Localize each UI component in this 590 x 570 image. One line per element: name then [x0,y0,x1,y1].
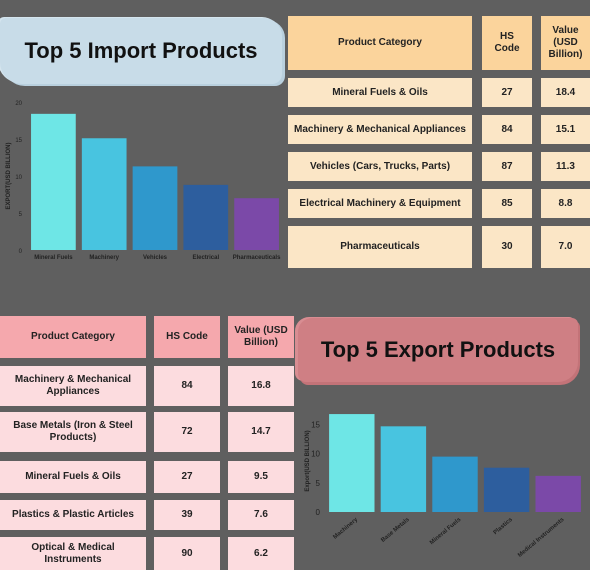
chart-2-ytick: 0 [316,508,321,517]
export-header-category: Product Category [0,316,146,358]
export-row-5-hs: 90 [154,537,220,570]
chart-2-xtick-3: Mineral Fuels [429,517,463,547]
export-title-banner: Top 5 Export Products [298,318,578,382]
chart-1-bar-2 [81,138,127,250]
chart-1-xtick-1: Mineral Fuels [34,255,73,261]
chart-1-ytick: 15 [15,138,22,144]
import-row-3-value: 11.3 [541,152,590,181]
chart-2-xtick-4: Plastics [493,517,515,537]
import-table: Product Category HS Code Value (USD Bill… [288,16,590,270]
chart-2-xtick-1: Machinery [332,517,359,541]
import-row-3-hs: 87 [482,152,532,181]
import-row-5-category: Pharmaceuticals [288,226,472,268]
import-header-value: Value (USD Billion) [541,16,590,70]
import-row-4-hs: 85 [482,189,532,218]
chart-1-ytick: 0 [19,249,23,255]
import-row-1-hs: 27 [482,78,532,107]
export-header-hs: HS Code [154,316,220,358]
export-row-4-hs: 39 [154,500,220,530]
chart-1-xtick-3: Vehicles [143,255,168,261]
chart-1-xtick-2: Machinery [89,255,119,261]
chart-2-xtick-2: Base Metals [380,517,411,544]
import-header-hs: HS Code [482,16,532,70]
chart-1-bar-5 [234,198,279,250]
chart-2-bar-1 [329,414,375,512]
chart-1-ytick: 5 [19,212,23,218]
export-bar-chart: Export(USD BILLION) 0 5 10 15 Machinery Base M… [305,414,581,559]
chart-1-bar-4 [183,184,229,250]
import-row-4-category: Electrical Machinery & Equipment [288,189,472,218]
chart-2-bar-3 [432,456,478,512]
export-row-3-hs: 27 [154,461,220,493]
chart-1-ytick: 20 [15,101,22,107]
export-row-3-value: 9.5 [228,461,294,493]
chart-1-xtick-5: Pharmaceuticals [233,255,281,261]
export-header-value: Value (USD Billion) [228,316,294,358]
import-row-5-hs: 30 [482,226,532,268]
import-row-2-value: 15.1 [541,115,590,144]
import-header-category: Product Category [288,16,472,70]
import-row-2-category: Machinery & Mechanical Appliances [288,115,472,144]
chart-2-bar-4 [483,467,530,512]
export-table: Product Category HS Code Value (USD Bill… [0,316,296,570]
export-row-2-value: 14.7 [228,412,294,452]
chart-1-xtick-4: Electrical [192,255,219,261]
export-row-4-value: 7.6 [228,500,294,530]
import-row-3-category: Vehicles (Cars, Trucks, Parts) [288,152,472,181]
export-row-4-category: Plastics & Plastic Articles [0,500,146,530]
export-row-2-category: Base Metals (Iron & Steel Products) [0,412,146,452]
import-title-banner: Top 5 Import Products [0,18,282,84]
chart-1-ylabel: EXPORT(USD BILLION) [6,142,12,209]
import-row-4-value: 8.8 [541,189,590,218]
chart-1-bar-1 [31,113,76,250]
import-row-1-category: Mineral Fuels & Oils [288,78,472,107]
export-row-5-category: Optical & Medical Instruments [0,537,146,570]
chart-2-bar-2 [380,426,427,512]
export-row-1-hs: 84 [154,366,220,406]
chart-2-bar-5 [535,475,581,512]
import-bar-chart: EXPORT(USD BILLION) 0 5 10 15 20 Mineral Fuels… [6,101,281,261]
chart-1-bar-3 [132,166,178,250]
export-row-3-category: Mineral Fuels & Oils [0,461,146,493]
chart-2-ytick: 15 [311,421,320,430]
export-row-5-value: 6.2 [228,537,294,570]
export-row-1-value: 16.8 [228,366,294,406]
export-row-2-hs: 72 [154,412,220,452]
import-row-5-value: 7.0 [541,226,590,268]
chart-2-ytick: 10 [311,450,320,459]
chart-1-ytick: 10 [15,175,22,181]
chart-2-ylabel: Export(USD BILLION) [305,430,311,491]
export-row-1-category: Machinery & Mechanical Appliances [0,366,146,406]
import-title: Top 5 Import Products [24,38,258,63]
chart-2-ytick: 5 [316,479,321,488]
import-row-1-value: 18.4 [541,78,590,107]
chart-2-xtick-5: Medical Instruments [517,517,566,559]
export-title: Top 5 Export Products [320,337,556,362]
import-row-2-hs: 84 [482,115,532,144]
